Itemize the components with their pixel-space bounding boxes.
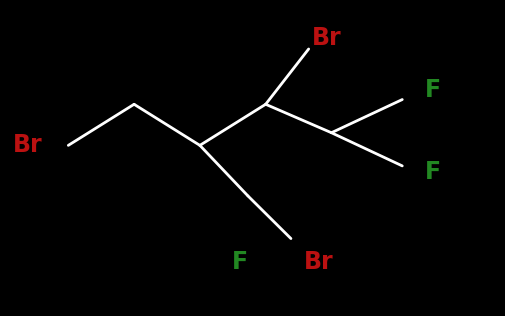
Text: F: F [424, 78, 440, 102]
Text: F: F [424, 160, 440, 184]
Text: Br: Br [304, 250, 333, 274]
Text: Br: Br [311, 26, 340, 50]
Text: Br: Br [13, 133, 42, 157]
Text: F: F [232, 250, 248, 274]
